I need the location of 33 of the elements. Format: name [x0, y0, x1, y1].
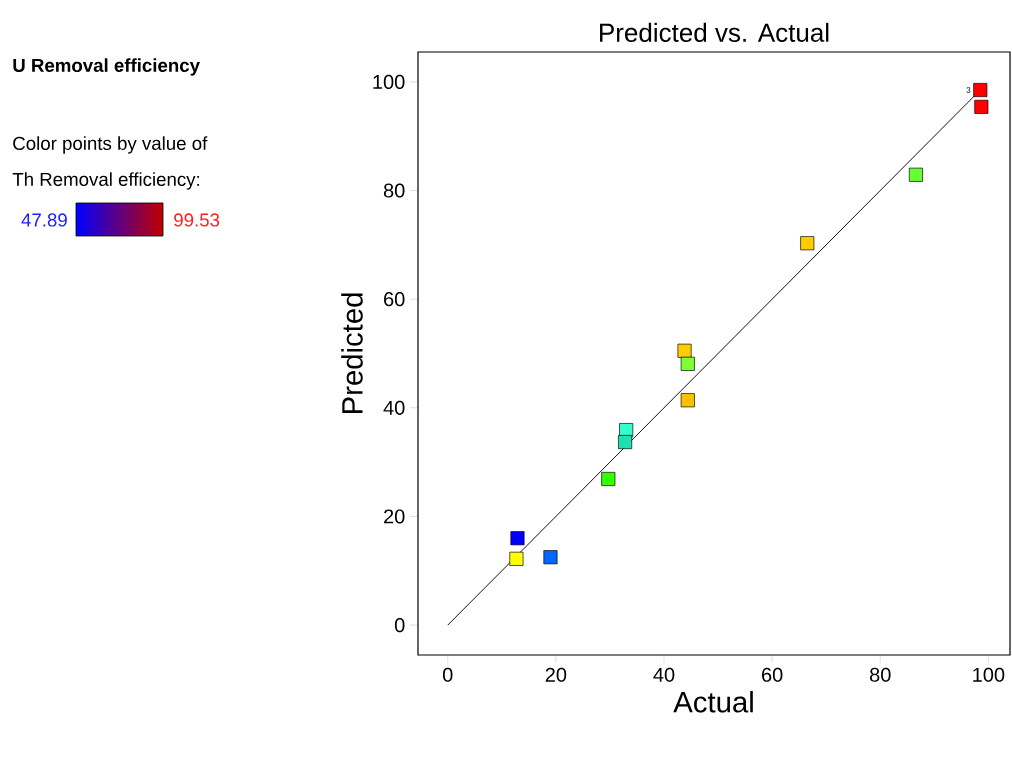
x-axis-title: Actual — [673, 691, 753, 713]
point — [543, 550, 558, 565]
text: 47.89 — [21, 213, 67, 227]
text: U Removal efficiency — [13, 58, 200, 76]
point — [973, 83, 988, 98]
point — [601, 471, 616, 486]
chart-title: Predicted vs. Actual — [600, 22, 829, 42]
point — [908, 167, 923, 182]
x-tick-label: 40 — [653, 667, 675, 682]
point — [509, 551, 524, 566]
text: Th Removal efficiency: — [12, 172, 200, 190]
annotation: 3 — [966, 87, 971, 93]
y-tick-label: 80 — [383, 183, 405, 198]
x-tick-label: 20 — [545, 667, 567, 682]
point — [677, 343, 692, 358]
point — [680, 356, 695, 371]
point — [618, 435, 633, 450]
point — [510, 531, 525, 546]
y-tick-label: 20 — [384, 509, 405, 524]
point — [800, 236, 815, 251]
y-tick-label: 100 — [373, 74, 405, 89]
point — [680, 393, 695, 408]
y-tick-label: 0 — [394, 618, 405, 633]
text: 99.53 — [174, 213, 220, 227]
x-tick-label: 100 — [973, 667, 1005, 682]
point — [974, 99, 989, 114]
text: Color points by value of — [13, 136, 208, 154]
y-tick-label: 40 — [383, 400, 405, 415]
x-tick-label: 80 — [870, 667, 891, 682]
y-axis-title: Predicted — [341, 293, 363, 414]
x-tick-label: 0 — [442, 667, 453, 682]
x-tick-label: 60 — [762, 667, 783, 682]
y-tick-label: 60 — [384, 292, 405, 307]
